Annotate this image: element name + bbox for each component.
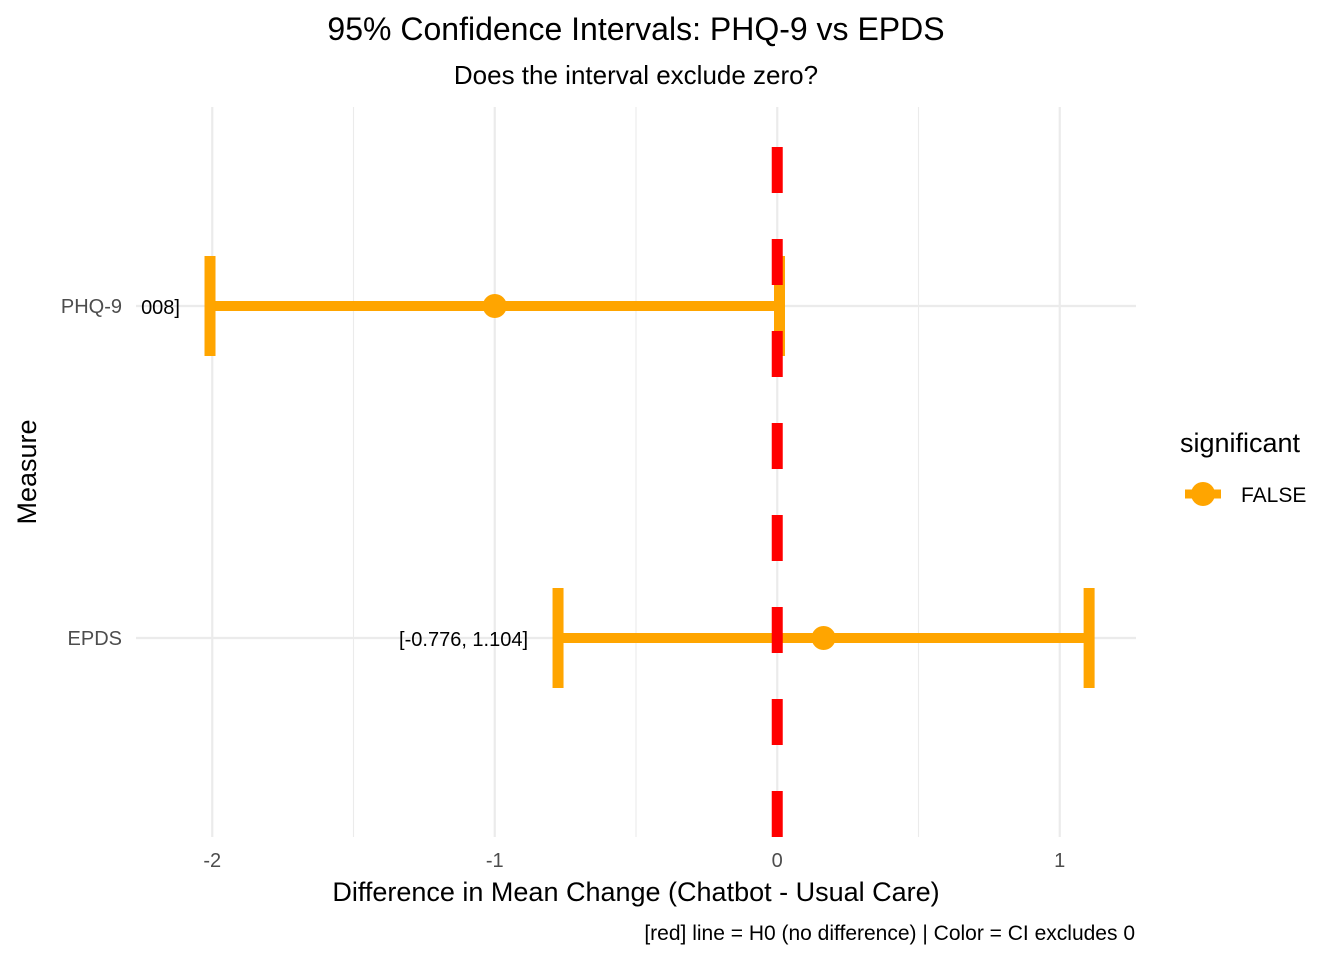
legend-key-point [1191,482,1215,506]
point-estimate [811,626,836,650]
y-axis-title: Measure [12,419,42,524]
chart-title: 95% Confidence Intervals: PHQ-9 vs EPDS [327,11,944,47]
legend-title: significant [1180,428,1301,458]
point-estimate [482,294,507,318]
ci-label: 008] [141,297,180,319]
ci-label: [-0.776, 1.104] [399,629,528,651]
legend-label-false: FALSE [1241,484,1306,507]
x-tick-label: 1 [1054,850,1065,872]
y-tick-label: EPDS [68,628,122,650]
y-tick-label: PHQ-9 [61,296,122,318]
chart-caption: [red] line = H0 (no difference) | Color … [644,922,1135,945]
x-tick-label: -1 [486,850,504,872]
gridlines [136,107,1136,837]
plot-marks: 008] [-0.776, 1.104] [141,107,1095,837]
legend: significant FALSE [1180,428,1306,507]
x-axis-ticks: -2 -1 0 1 [203,850,1065,872]
x-tick-label: -2 [203,850,221,872]
x-axis-title: Difference in Mean Change (Chatbot - Usu… [332,877,939,907]
x-tick-label: 0 [772,850,783,872]
y-axis-ticks: PHQ-9 EPDS [61,296,122,650]
chart-subtitle: Does the interval exclude zero? [454,60,818,90]
